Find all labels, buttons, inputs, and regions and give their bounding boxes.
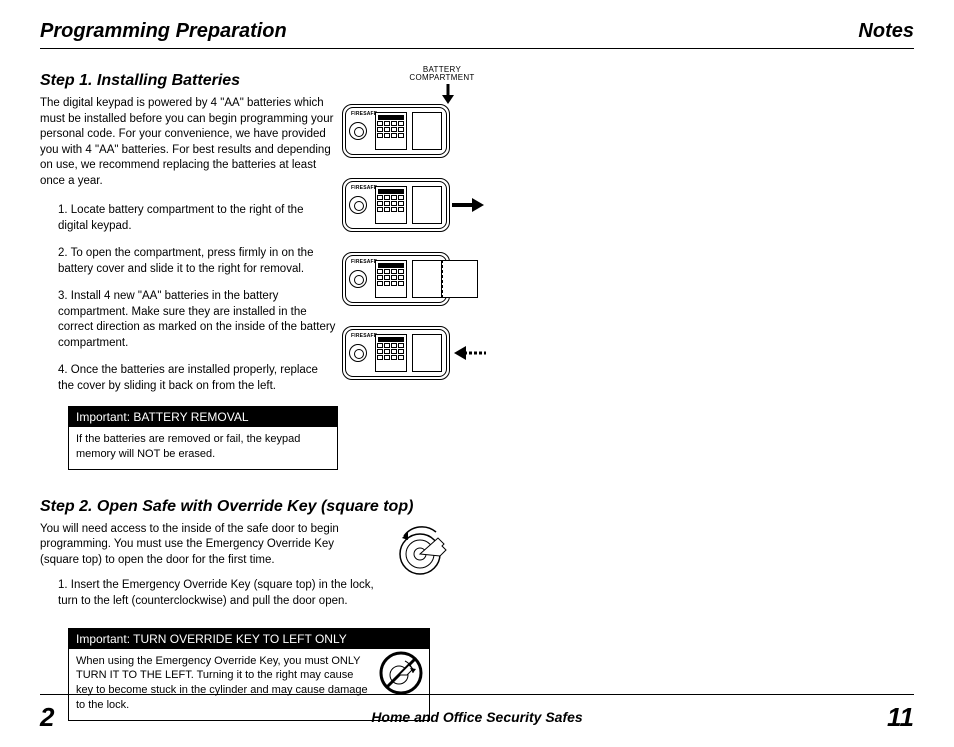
safe-figure-3: FIRESAFE <box>342 252 450 306</box>
list-item: 3. Install 4 new "AA" batteries in the b… <box>58 289 336 351</box>
safe-brand-label: FIRESAFE <box>351 185 377 191</box>
rule-bottom <box>40 694 914 695</box>
prohibit-icon <box>379 651 423 695</box>
safe-brand-label: FIRESAFE <box>351 259 377 265</box>
list-item: 4. Once the batteries are installed prop… <box>58 363 336 394</box>
safe-brand-label: FIRESAFE <box>351 111 377 117</box>
list-item: 1. Locate battery compartment to the rig… <box>58 203 336 234</box>
safe-figure-2: FIRESAFE <box>342 178 450 232</box>
footer-page-right: 11 <box>887 702 914 733</box>
figure-label: BATTERY COMPARTMENT <box>402 66 482 83</box>
rule-top <box>40 48 914 49</box>
step2-intro: You will need access to the inside of th… <box>40 522 370 569</box>
footer-title: Home and Office Security Safes <box>0 709 954 725</box>
step1-intro: The digital keypad is powered by 4 "AA" … <box>40 96 338 189</box>
override-key-figure <box>394 520 454 580</box>
safe-figure-4: FIRESAFE <box>342 326 450 380</box>
step1-callout-title: Important: BATTERY REMOVAL <box>69 407 337 427</box>
arrow-left-icon <box>452 344 486 362</box>
step2-heading: Step 2. Open Safe with Override Key (squ… <box>40 498 914 516</box>
content: Step 1. Installing Batteries The digital… <box>40 72 914 677</box>
step2-callout-title: Important: TURN OVERRIDE KEY TO LEFT ONL… <box>69 629 429 649</box>
step2-list: 1. Insert the Emergency Override Key (sq… <box>58 578 388 609</box>
step2-callout: Important: TURN OVERRIDE KEY TO LEFT ONL… <box>68 628 430 721</box>
step1-list: 1. Locate battery compartment to the rig… <box>58 203 336 394</box>
safe-brand-label: FIRESAFE <box>351 333 377 339</box>
page: Programming Preparation Notes Step 1. In… <box>0 0 954 747</box>
figure-label-line2: COMPARTMENT <box>409 73 474 82</box>
safe-figure-1: FIRESAFE <box>342 104 450 158</box>
header-left: Programming Preparation <box>40 20 287 43</box>
step1-callout-body: If the batteries are removed or fail, th… <box>69 427 337 469</box>
step-1: Step 1. Installing Batteries The digital… <box>40 72 914 470</box>
arrow-down-icon <box>441 84 455 104</box>
list-item: 2. To open the compartment, press firmly… <box>58 246 336 277</box>
step1-callout: Important: BATTERY REMOVAL If the batter… <box>68 406 338 470</box>
list-item: 1. Insert the Emergency Override Key (sq… <box>58 578 388 609</box>
step-2: Step 2. Open Safe with Override Key (squ… <box>40 498 914 721</box>
arrow-right-icon <box>452 196 486 214</box>
header-right: Notes <box>858 20 914 43</box>
